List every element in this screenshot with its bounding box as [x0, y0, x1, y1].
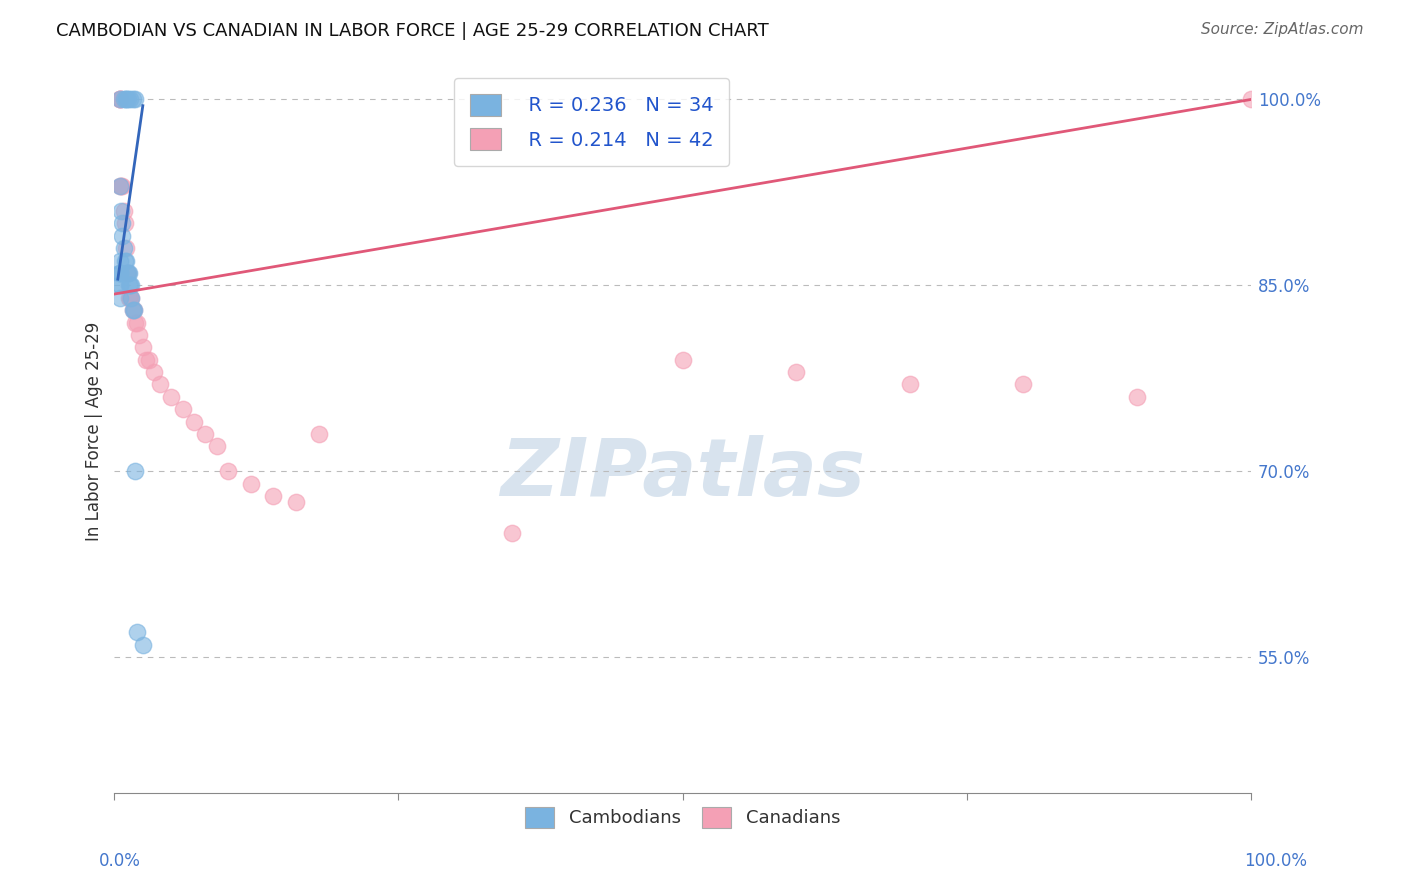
Point — [120, 278, 142, 293]
Point — [111, 216, 134, 230]
Point — [115, 266, 138, 280]
Point — [308, 427, 330, 442]
Point — [117, 266, 139, 280]
Point — [124, 464, 146, 478]
Point — [898, 377, 921, 392]
Point — [108, 278, 131, 293]
Point — [217, 464, 239, 478]
Point — [127, 316, 149, 330]
Point — [120, 291, 142, 305]
Point — [1012, 377, 1035, 392]
Point — [120, 278, 142, 293]
Point — [671, 352, 693, 367]
Point — [501, 526, 523, 541]
Point — [122, 303, 145, 318]
Point — [120, 93, 142, 107]
Point — [108, 291, 131, 305]
Point — [111, 228, 134, 243]
Text: 0.0%: 0.0% — [98, 852, 141, 870]
Point — [115, 266, 138, 280]
Text: CAMBODIAN VS CANADIAN IN LABOR FORCE | AGE 25-29 CORRELATION CHART: CAMBODIAN VS CANADIAN IN LABOR FORCE | A… — [56, 22, 769, 40]
Point — [239, 476, 262, 491]
Point — [111, 179, 134, 194]
Point — [114, 93, 136, 107]
Point — [114, 253, 136, 268]
Text: 100.0%: 100.0% — [1244, 852, 1308, 870]
Point — [108, 266, 131, 280]
Point — [120, 291, 142, 305]
Point — [108, 278, 131, 293]
Point — [108, 93, 131, 107]
Point — [138, 352, 160, 367]
Point — [114, 241, 136, 255]
Point — [108, 266, 131, 280]
Point — [149, 377, 172, 392]
Point — [183, 415, 205, 429]
Point — [108, 266, 131, 280]
Point — [118, 278, 141, 293]
Point — [108, 179, 131, 194]
Point — [121, 303, 143, 318]
Point — [132, 638, 155, 652]
Point — [112, 93, 135, 107]
Point — [160, 390, 183, 404]
Point — [118, 266, 141, 280]
Point — [117, 93, 139, 107]
Text: Source: ZipAtlas.com: Source: ZipAtlas.com — [1201, 22, 1364, 37]
Point — [263, 489, 285, 503]
Point — [108, 93, 131, 107]
Point — [122, 303, 145, 318]
Point — [135, 352, 157, 367]
Point — [121, 303, 143, 318]
Point — [112, 204, 135, 219]
Text: ZIPatlas: ZIPatlas — [501, 435, 865, 514]
Legend: Cambodians, Canadians: Cambodians, Canadians — [517, 800, 848, 835]
Point — [172, 402, 194, 417]
Point — [285, 495, 308, 509]
Point — [124, 93, 146, 107]
Point — [110, 204, 132, 219]
Y-axis label: In Labor Force | Age 25-29: In Labor Force | Age 25-29 — [86, 321, 103, 541]
Point — [112, 241, 135, 255]
Point — [108, 93, 131, 107]
Point — [108, 93, 131, 107]
Point — [132, 340, 155, 354]
Point — [121, 93, 143, 107]
Point — [117, 266, 139, 280]
Point — [785, 365, 807, 379]
Point — [205, 439, 228, 453]
Point — [108, 93, 131, 107]
Point — [194, 427, 217, 442]
Point — [108, 253, 131, 268]
Point — [128, 327, 150, 342]
Point — [114, 93, 136, 107]
Point — [114, 253, 136, 268]
Point — [118, 291, 141, 305]
Point — [1126, 390, 1149, 404]
Point — [124, 316, 146, 330]
Point — [127, 625, 149, 640]
Point — [143, 365, 166, 379]
Point — [110, 179, 132, 194]
Point — [1240, 93, 1263, 107]
Point — [120, 291, 142, 305]
Point — [108, 179, 131, 194]
Point — [114, 216, 136, 230]
